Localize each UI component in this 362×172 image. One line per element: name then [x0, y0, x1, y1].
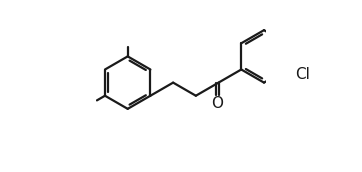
Text: Cl: Cl — [296, 67, 311, 82]
Text: O: O — [211, 96, 223, 111]
